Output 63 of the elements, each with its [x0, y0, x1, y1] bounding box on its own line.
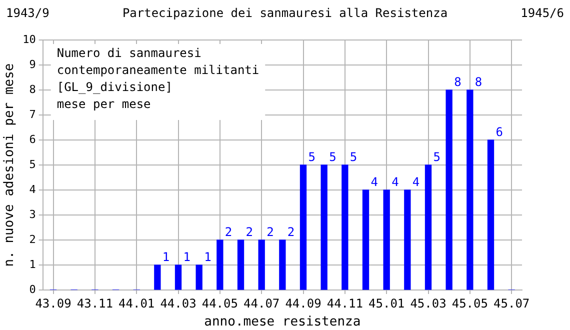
- x-tick-label: 45.05: [452, 296, 488, 310]
- bar: [487, 140, 494, 290]
- data-label: 4: [392, 175, 399, 190]
- data-label: 5: [308, 150, 316, 164]
- bar: [362, 190, 370, 290]
- data-label: 8: [474, 75, 482, 90]
- data-label: 2: [266, 225, 274, 240]
- x-tick-label: 44.07: [244, 296, 280, 310]
- y-tick-label: 2: [29, 232, 36, 246]
- bar: [424, 164, 432, 290]
- x-tick-label: 44.11: [326, 296, 363, 310]
- data-label: 2: [224, 225, 232, 240]
- bar: [320, 164, 328, 290]
- data-label: 6: [496, 125, 503, 140]
- data-label: 2: [246, 225, 253, 240]
- bar: [258, 240, 265, 290]
- text: 1943/9: [6, 6, 50, 20]
- x-tick-label: 45.01: [368, 296, 405, 310]
- y-tick-label: 8: [29, 82, 36, 96]
- x-tick-label: 43.09: [35, 296, 72, 310]
- data-label: 5: [433, 150, 440, 164]
- y-tick-label: 1: [29, 258, 36, 271]
- y-tick-label: 0: [29, 282, 36, 296]
- bar: [237, 240, 244, 290]
- y-tick-label: 4: [29, 182, 36, 196]
- data-label: 2: [287, 225, 295, 240]
- x-axis-title: anno.mese resistenza: [204, 314, 361, 330]
- y-tick-label: 3: [29, 208, 36, 221]
- annotation: Numero di sanmauresi contemporaneamente militanti [GL_9_divisione] mese per mese: [56, 46, 260, 112]
- data-label: 4: [370, 175, 378, 190]
- y-tick-label: 6: [29, 132, 36, 146]
- x-tick-label: 44.03: [160, 296, 196, 310]
- x-tick-label: 45.03: [410, 296, 446, 310]
- y-tick-label: 7: [29, 108, 36, 121]
- bar: [466, 90, 474, 290]
- y-tick-label: 5: [29, 158, 36, 171]
- data-label: 4: [412, 175, 420, 190]
- x-tick-label: 43.11: [76, 296, 113, 310]
- data-label: 5: [329, 150, 336, 164]
- x-tick-label: 44.09: [285, 296, 322, 310]
- data-label: 1: [162, 250, 170, 264]
- y-tick-label: 10: [22, 32, 36, 46]
- y-axis-title: n. nuove adesioni per mese: [2, 63, 18, 267]
- y-tick-label: 9: [29, 58, 36, 71]
- data-label: 5: [350, 150, 358, 164]
- bar: [174, 264, 182, 290]
- bar: [383, 190, 390, 290]
- bar: [279, 240, 286, 290]
- bar: [300, 164, 307, 290]
- data-label: 8: [454, 75, 462, 90]
- x-tick-label: 44.01: [118, 296, 155, 310]
- bar: [342, 164, 348, 290]
- bar: [216, 240, 224, 290]
- x-tick-label: 44.05: [202, 296, 238, 310]
- bar: [404, 190, 411, 290]
- text: 1945/6: [520, 6, 564, 20]
- bar: [196, 264, 202, 290]
- data-label: 1: [183, 250, 190, 264]
- data-label: 1: [204, 250, 212, 264]
- bar: [154, 264, 161, 290]
- bar: [446, 90, 452, 290]
- chart-title: Partecipazione dei sanmauresi alla Resistenza: [122, 6, 448, 20]
- x-tick-label: 45.07: [494, 296, 530, 310]
